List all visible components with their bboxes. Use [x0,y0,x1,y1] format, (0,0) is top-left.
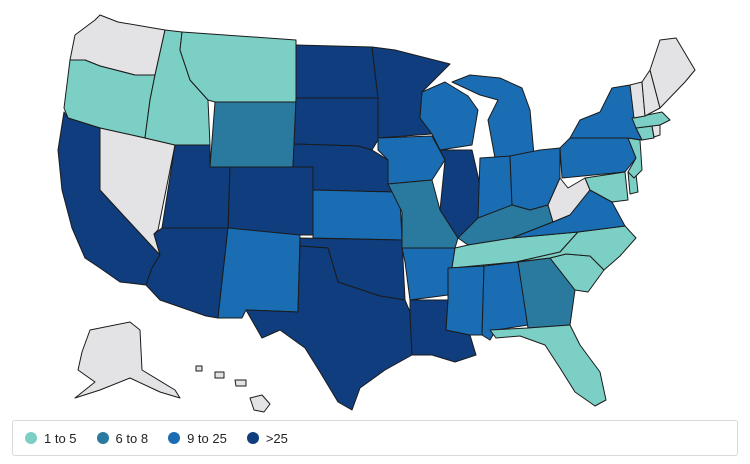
state-co[interactable] [227,166,314,236]
state-ar[interactable] [401,247,456,301]
legend-item-6-to-8: 6 to 8 [96,430,149,446]
state-wi[interactable] [419,81,479,151]
state-hi-islet-2[interactable] [214,371,225,379]
map-legend: 1 to 5 6 to 8 9 to 25 >25 [12,420,738,456]
state-hi-islet-3[interactable] [195,365,203,372]
legend-swatch [168,432,181,444]
state-md[interactable] [584,171,629,203]
legend-label: 9 to 25 [187,430,227,446]
legend-swatch [25,432,37,444]
map-svg [57,14,696,413]
state-ak[interactable] [74,321,181,399]
state-ma[interactable] [631,111,671,129]
state-hi-islet-1[interactable] [234,379,247,387]
legend-swatch [246,432,259,444]
state-ms[interactable] [445,265,485,336]
legend-item-over-25: >25 [246,430,288,446]
state-ks[interactable] [312,189,403,241]
state-fl[interactable] [489,324,607,407]
state-hi[interactable] [249,394,271,413]
state-sd[interactable] [293,97,379,151]
state-ia[interactable] [377,135,446,185]
state-me[interactable] [649,37,696,109]
legend-label: 1 to 5 [44,430,77,446]
legend-swatch [96,432,109,444]
state-nm[interactable] [217,227,301,319]
state-tx[interactable] [245,245,413,411]
state-ri[interactable] [651,124,661,138]
state-wy[interactable] [209,101,297,168]
state-az[interactable] [145,227,229,319]
state-hi-group [195,365,271,413]
state-nd[interactable] [295,44,379,99]
legend-item-9-to-25: 9 to 25 [168,431,227,446]
legend-label: 6 to 8 [115,430,149,446]
legend-label: >25 [265,430,288,446]
legend-item-1-to-5: 1 to 5 [25,431,77,446]
us-choropleth-map [57,14,696,413]
